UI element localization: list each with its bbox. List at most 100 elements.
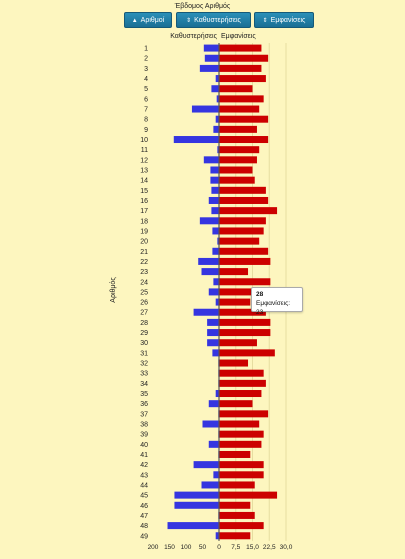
category-label: 22 <box>140 259 148 266</box>
y-axis-label: Αριθμός <box>109 277 117 303</box>
appearance-bar <box>219 64 262 72</box>
category-label: 7 <box>144 107 148 114</box>
category-label: 21 <box>140 249 148 256</box>
appearance-bar <box>219 166 253 174</box>
category-label: 9 <box>144 127 148 134</box>
delay-bar <box>212 247 219 255</box>
delay-bar <box>174 491 219 499</box>
category-label: 38 <box>140 422 148 429</box>
tooltip-title: 28 <box>256 291 264 298</box>
category-label: 47 <box>140 513 148 520</box>
appearance-bar <box>219 298 251 306</box>
sort-up-icon: ▲ <box>131 18 138 24</box>
appearance-bar <box>219 461 264 469</box>
tooltip-text: Εμφανίσεις: 23 <box>256 300 291 316</box>
delay-bar <box>201 268 219 276</box>
category-label: 41 <box>140 452 148 459</box>
delay-bar <box>167 522 219 530</box>
category-label: 15 <box>140 188 148 195</box>
category-label: 2 <box>144 56 148 63</box>
appearance-bar <box>219 257 271 265</box>
delay-bar <box>201 481 219 489</box>
delays-series-label: Καθυστερήσεις <box>170 33 217 40</box>
category-label: 11 <box>141 147 148 154</box>
category-label: 19 <box>140 228 148 235</box>
x-tick-right: 7,5 <box>231 544 240 551</box>
category-label: 39 <box>140 432 148 439</box>
delay-bar <box>199 64 219 72</box>
appearance-bar <box>219 318 271 326</box>
category-label: 14 <box>140 178 148 185</box>
delay-bar <box>173 136 219 144</box>
sort-by-delays-button[interactable]: ⇕ Καθυστερήσεις <box>176 12 251 28</box>
category-label: 16 <box>140 198 148 205</box>
appearance-bar <box>219 440 262 448</box>
category-label: 5 <box>144 86 148 93</box>
delay-bar <box>207 339 219 347</box>
appearance-bar <box>219 186 266 194</box>
category-label: 18 <box>140 218 148 225</box>
category-label: 35 <box>140 391 148 398</box>
appearance-bar <box>219 339 257 347</box>
appearance-bar <box>219 359 249 367</box>
x-tick-right: 15,0 <box>246 544 259 551</box>
category-label: 24 <box>140 279 148 286</box>
delay-bar <box>215 532 219 540</box>
appearance-bar <box>219 400 253 408</box>
appearance-bar <box>219 156 257 164</box>
delay-bar <box>207 329 219 337</box>
category-label: 23 <box>140 269 148 276</box>
appearance-bar <box>219 176 255 184</box>
category-label: 45 <box>140 493 148 500</box>
category-label: 46 <box>140 503 148 510</box>
appearance-bar <box>219 85 253 93</box>
sort-by-appearances-button[interactable]: ⇕ Εμφανίσεις <box>254 12 314 28</box>
category-label: 3 <box>144 66 148 73</box>
appearance-bar <box>219 369 264 377</box>
appearance-bar <box>219 511 255 519</box>
category-label: 10 <box>140 137 148 144</box>
delay-bar <box>213 125 219 133</box>
category-label: 4 <box>144 76 148 83</box>
appearance-bar <box>219 481 255 489</box>
category-label: 29 <box>140 330 148 337</box>
delay-bar <box>198 257 219 265</box>
delay-bar <box>208 400 219 408</box>
appearance-bar <box>219 308 266 316</box>
x-tick-left: 200 <box>148 544 159 551</box>
category-label: 8 <box>144 117 148 124</box>
appearance-bar <box>219 115 269 123</box>
delay-bar <box>174 501 219 509</box>
delay-bar <box>208 440 219 448</box>
sort-by-number-label: Αριθμοί <box>140 17 165 24</box>
x-tick-right: 30,0 <box>280 544 293 551</box>
appearance-bar <box>219 288 253 296</box>
delay-bar <box>208 196 219 204</box>
appearance-bar <box>219 227 264 235</box>
appearance-bar <box>219 430 264 438</box>
appearance-bar <box>219 450 251 458</box>
appearance-bar <box>219 95 264 103</box>
delay-bar <box>211 85 219 93</box>
appearance-bar <box>219 54 269 62</box>
sort-by-delays-label: Καθυστερήσεις <box>194 17 241 24</box>
delay-bar <box>203 44 219 52</box>
sort-icon: ⇕ <box>186 18 192 24</box>
appearance-bar <box>219 379 266 387</box>
x-tick-right: 22,5 <box>263 544 276 551</box>
appearance-bar <box>219 146 260 154</box>
delay-bar <box>199 217 219 225</box>
category-label: 37 <box>140 411 148 418</box>
appearance-bar <box>219 522 264 530</box>
appearances-series-label: Εμφανίσεις <box>221 32 256 40</box>
category-label: 43 <box>140 472 148 479</box>
delay-bar <box>210 166 219 174</box>
category-label: 13 <box>140 168 148 175</box>
delay-bar <box>210 176 219 184</box>
delay-bar <box>215 115 219 123</box>
category-label: 40 <box>140 442 148 449</box>
sort-by-number-button[interactable]: ▲ Αριθμοί <box>124 12 172 28</box>
delay-bar <box>212 349 219 357</box>
appearance-bar <box>219 125 257 133</box>
